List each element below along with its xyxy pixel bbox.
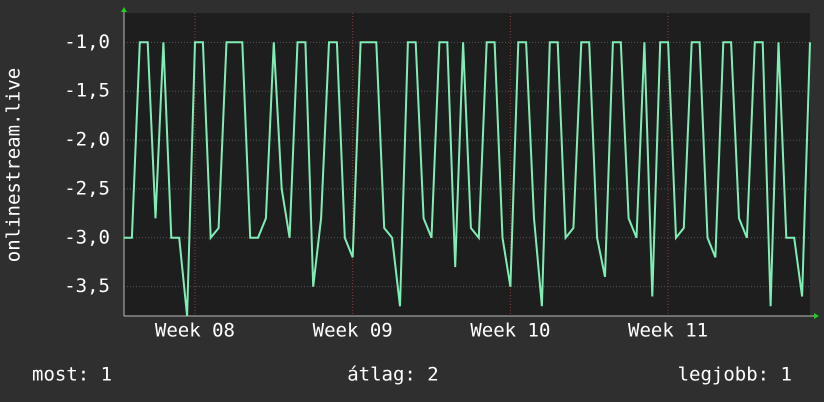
x-tick-label: Week 10 <box>470 320 550 342</box>
y-tick-label: -3,5 <box>64 275 110 297</box>
y-tick-label: -2,0 <box>64 129 110 151</box>
y-tick-label: -1,5 <box>64 80 110 102</box>
y-axis-label: onlinestream.live <box>3 68 25 262</box>
stat-current: most: 1 <box>32 364 112 386</box>
x-tick-label: Week 11 <box>628 320 708 342</box>
y-tick-label: -3,0 <box>64 226 110 248</box>
y-tick-label: -1,0 <box>64 31 110 53</box>
plot-area <box>124 13 810 316</box>
data-line <box>124 41 811 317</box>
x-tick-label: Week 08 <box>155 320 235 342</box>
stat-max: legjobb: 1 <box>678 364 792 386</box>
stat-average: átlag: 2 <box>347 364 439 386</box>
x-tick-label: Week 09 <box>313 320 393 342</box>
y-tick-label: -2,5 <box>64 177 110 199</box>
axis-arrow <box>814 313 819 319</box>
axis-arrow <box>121 7 127 12</box>
